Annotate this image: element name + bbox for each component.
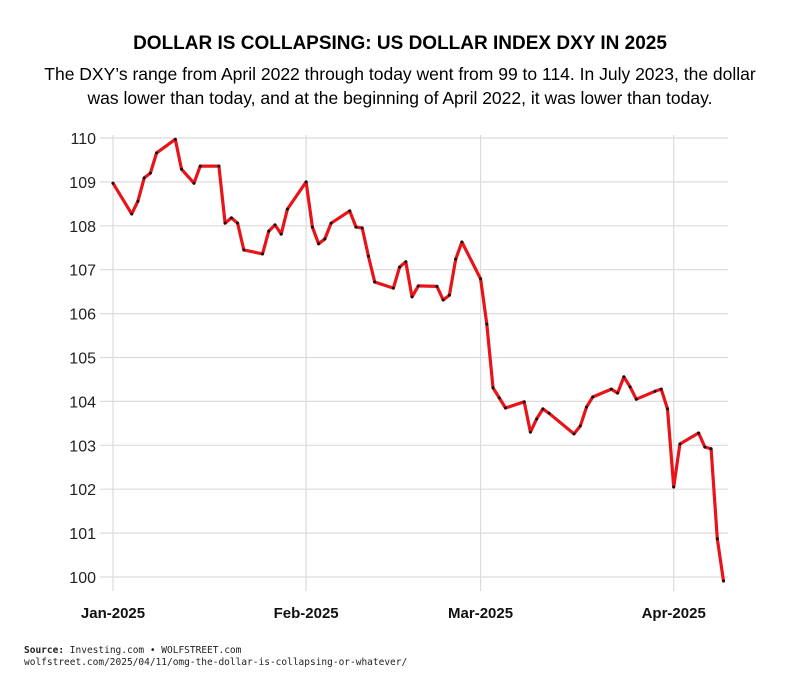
- data-point: [416, 284, 420, 288]
- data-point: [715, 537, 719, 541]
- y-tick-label: 106: [69, 307, 96, 324]
- data-point: [155, 151, 159, 155]
- x-tick-label: Feb-2025: [274, 605, 339, 622]
- y-tick-label: 104: [69, 394, 96, 411]
- data-point: [441, 298, 445, 302]
- y-tick-label: 109: [69, 175, 96, 192]
- data-point: [285, 207, 289, 211]
- data-point: [503, 406, 507, 410]
- y-tick-label: 107: [69, 263, 96, 280]
- y-tick-label: 101: [69, 526, 96, 543]
- data-point: [261, 252, 265, 256]
- data-point: [541, 407, 545, 411]
- data-point: [198, 164, 202, 168]
- grid: [100, 135, 728, 591]
- data-point: [653, 389, 657, 393]
- data-point-markers: [111, 137, 726, 583]
- data-point: [584, 405, 588, 409]
- y-tick-label: 103: [69, 438, 96, 455]
- source-url: wolfstreet.com/2025/04/11/omg-the-dollar…: [24, 657, 408, 668]
- data-point: [460, 240, 464, 244]
- y-tick-label: 108: [69, 219, 96, 236]
- data-point: [217, 164, 221, 168]
- data-point: [703, 445, 707, 449]
- data-point: [479, 277, 483, 281]
- data-point: [622, 375, 626, 379]
- x-tick-label: Mar-2025: [448, 605, 513, 622]
- data-point: [323, 237, 327, 241]
- data-point: [317, 242, 321, 246]
- data-point: [709, 447, 713, 451]
- data-point: [435, 284, 439, 288]
- data-point: [404, 260, 408, 264]
- data-point: [242, 248, 246, 252]
- data-point: [659, 387, 663, 391]
- data-point: [547, 411, 551, 415]
- source-text: Investing.com • WOLFSTREET.com: [69, 645, 242, 656]
- data-point: [628, 385, 632, 389]
- data-point: [348, 209, 352, 213]
- y-tick-label: 100: [69, 570, 96, 587]
- x-tick-label: Jan-2025: [81, 605, 145, 622]
- data-point: [678, 442, 682, 446]
- data-point: [522, 400, 526, 404]
- data-point: [578, 424, 582, 428]
- line-chart: 100 101 102 103 104 105 106 107 108 109 110 Jan-20…: [69, 131, 728, 622]
- data-point: [373, 280, 377, 284]
- y-tick-label: 105: [69, 351, 96, 368]
- data-point: [360, 226, 364, 230]
- data-point: [722, 579, 726, 583]
- data-point: [136, 199, 140, 203]
- data-point: [609, 387, 613, 391]
- data-point: [236, 221, 240, 225]
- data-point: [279, 232, 283, 236]
- data-point: [111, 181, 115, 185]
- data-point: [391, 286, 395, 290]
- data-point: [535, 417, 539, 421]
- data-point: [273, 223, 277, 227]
- data-point: [173, 137, 177, 141]
- data-point: [310, 225, 314, 229]
- source-label: Source:: [24, 645, 65, 656]
- data-point: [672, 485, 676, 489]
- data-point: [497, 396, 501, 400]
- data-point: [634, 397, 638, 401]
- data-point: [665, 407, 669, 411]
- data-point: [267, 229, 271, 233]
- data-point: [410, 295, 414, 299]
- data-point: [398, 265, 402, 269]
- data-point: [180, 167, 184, 171]
- data-point: [616, 391, 620, 395]
- source-note: Source: Investing.com • WOLFSTREET.com w…: [24, 645, 407, 669]
- data-point: [148, 171, 152, 175]
- data-point: [454, 257, 458, 261]
- data-point: [491, 386, 495, 390]
- y-axis-ticks: 100 101 102 103 104 105 106 107 108 109 110: [69, 131, 96, 587]
- data-point: [192, 181, 196, 185]
- data-point: [591, 395, 595, 399]
- data-point: [354, 225, 358, 229]
- data-point: [485, 322, 489, 326]
- chart-title: DOLLAR IS COLLAPSING: US DOLLAR INDEX DX…: [133, 33, 667, 54]
- y-tick-label: 102: [69, 482, 96, 499]
- y-tick-label: 110: [70, 131, 96, 148]
- data-point: [142, 176, 146, 180]
- x-tick-label: Apr-2025: [642, 605, 706, 622]
- data-point: [329, 221, 333, 225]
- data-point: [528, 430, 532, 434]
- data-point: [447, 293, 451, 297]
- dxy-series-line: [111, 137, 726, 583]
- chart-subtitle: The DXY’s range from April 2022 through …: [44, 64, 756, 108]
- data-point: [229, 216, 233, 220]
- data-point: [223, 221, 227, 225]
- data-point: [130, 212, 134, 216]
- data-point: [366, 254, 370, 258]
- data-point: [697, 431, 701, 435]
- x-axis-ticks: Jan-2025 Feb-2025 Mar-2025 Apr-2025: [81, 605, 706, 622]
- data-point: [572, 432, 576, 436]
- data-point: [304, 180, 308, 184]
